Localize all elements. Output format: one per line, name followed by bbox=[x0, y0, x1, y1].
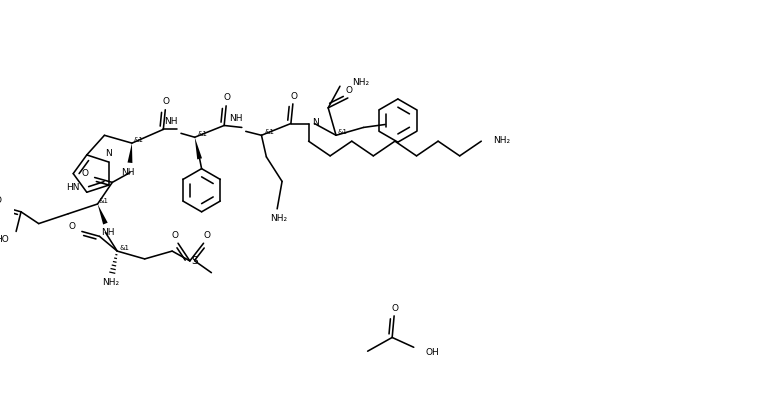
Text: NH₂: NH₂ bbox=[493, 136, 510, 145]
Text: &1: &1 bbox=[134, 137, 144, 143]
Text: O: O bbox=[0, 195, 2, 204]
Polygon shape bbox=[98, 204, 108, 224]
Polygon shape bbox=[128, 143, 132, 163]
Text: &1: &1 bbox=[265, 129, 275, 135]
Text: HN: HN bbox=[66, 183, 80, 192]
Text: &1: &1 bbox=[119, 245, 129, 251]
Text: OH: OH bbox=[425, 348, 439, 357]
Text: NH: NH bbox=[102, 228, 115, 237]
Text: &1: &1 bbox=[98, 198, 108, 204]
Text: O: O bbox=[224, 93, 231, 102]
Text: NH: NH bbox=[122, 168, 135, 177]
Text: O: O bbox=[163, 98, 170, 106]
Text: NH: NH bbox=[229, 114, 243, 123]
Text: O: O bbox=[82, 169, 88, 178]
Text: O: O bbox=[204, 231, 211, 240]
Text: &1: &1 bbox=[198, 131, 208, 137]
Text: O: O bbox=[345, 86, 352, 95]
Text: N: N bbox=[105, 149, 112, 158]
Text: S: S bbox=[191, 256, 198, 266]
Text: O: O bbox=[291, 91, 298, 100]
Text: NH₂: NH₂ bbox=[102, 278, 119, 287]
Text: NH: NH bbox=[165, 117, 178, 126]
Text: O: O bbox=[69, 222, 76, 231]
Text: &1: &1 bbox=[338, 129, 348, 135]
Text: O: O bbox=[391, 304, 398, 313]
Text: HO: HO bbox=[0, 235, 9, 244]
Polygon shape bbox=[195, 137, 202, 160]
Text: O: O bbox=[171, 231, 178, 240]
Text: NH₂: NH₂ bbox=[351, 78, 369, 87]
Text: N: N bbox=[312, 118, 319, 127]
Text: NH₂: NH₂ bbox=[271, 214, 288, 223]
